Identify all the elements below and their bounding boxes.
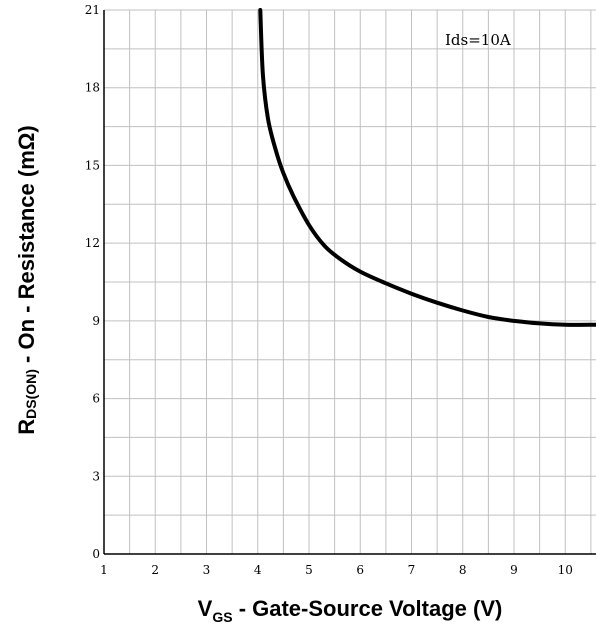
annotation: Ids=10A bbox=[445, 31, 511, 49]
y-tick-label: 12 bbox=[85, 236, 100, 250]
x-tick-label: 3 bbox=[203, 563, 211, 577]
x-tick-label: 5 bbox=[305, 563, 313, 577]
y-tick-label: 21 bbox=[85, 3, 100, 17]
x-axis-title-sub: GS bbox=[212, 609, 232, 625]
x-tick-label: 1 bbox=[100, 563, 108, 577]
x-tick-label: 6 bbox=[356, 563, 364, 577]
x-tick-label: 10 bbox=[558, 563, 573, 577]
x-tick-label: 7 bbox=[408, 563, 416, 577]
series bbox=[258, 8, 596, 327]
x-tick-label: 9 bbox=[510, 563, 518, 577]
y-tick-label: 9 bbox=[92, 314, 100, 328]
y-axis-title: RDS(ON) - On - Resistance (mΩ) bbox=[14, 125, 39, 434]
x-tick-label: 8 bbox=[459, 563, 467, 577]
x-axis-title-main: V bbox=[198, 596, 213, 621]
y-axis-title-rest: - On - Resistance (mΩ) bbox=[14, 125, 39, 369]
y-tick-label: 18 bbox=[85, 81, 100, 95]
grid bbox=[103, 9, 596, 555]
y-axis-title-main: R bbox=[14, 419, 39, 435]
x-tick-label: 4 bbox=[254, 563, 262, 577]
y-axis-title-sub: DS(ON) bbox=[23, 369, 39, 419]
x-axis-title-rest: - Gate-Source Voltage (V) bbox=[233, 596, 503, 621]
series-line bbox=[258, 8, 596, 327]
x-tick-label: 2 bbox=[151, 563, 159, 577]
x-axis-title: VGS - Gate-Source Voltage (V) bbox=[198, 596, 503, 625]
y-tick-label: 3 bbox=[92, 469, 100, 483]
y-tick-label: 0 bbox=[92, 547, 100, 561]
y-tick-label: 6 bbox=[92, 392, 100, 406]
y-tick-label: 15 bbox=[85, 158, 100, 172]
